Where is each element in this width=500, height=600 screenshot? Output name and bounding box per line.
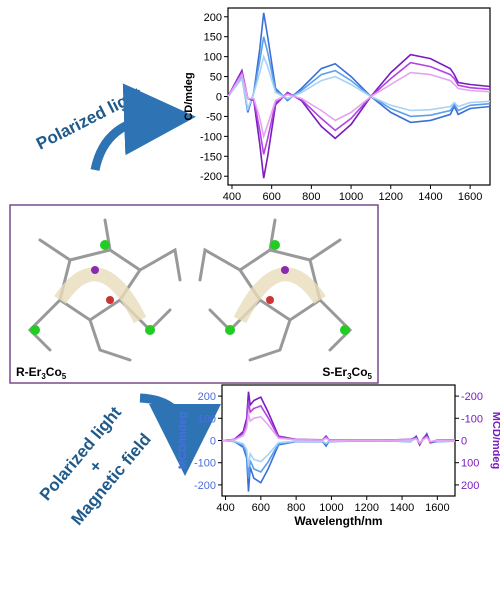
series-line	[227, 71, 491, 140]
structure-right	[198, 218, 353, 362]
y2-tick-label: -200	[461, 391, 483, 403]
x-tick-label: 1200	[379, 191, 403, 203]
x-tick-label: 400	[216, 502, 234, 514]
series-line	[227, 53, 491, 112]
molecule-label: S-Er3Co5	[322, 365, 372, 381]
y-tick-label: 0	[216, 92, 222, 104]
y-tick-label: 100	[198, 413, 216, 425]
y-tick-label: -200	[200, 171, 222, 183]
series-line	[227, 61, 491, 155]
x-tick-label: 1200	[355, 502, 379, 514]
x-tick-label: 800	[302, 191, 320, 203]
y-axis-label: CD/mdeg	[183, 72, 195, 120]
series-line	[227, 36, 491, 118]
x-tick-label: 1000	[319, 502, 343, 514]
x-axis-label: Wavelength/nm	[294, 514, 382, 528]
x-tick-label: 400	[223, 191, 241, 203]
y2-tick-label: 0	[461, 436, 467, 448]
x-tick-label: 600	[262, 191, 280, 203]
y-tick-label: -200	[194, 480, 216, 492]
y-tick-label: 50	[210, 72, 222, 84]
series-line	[221, 401, 455, 446]
series-line	[221, 413, 456, 445]
y-axis-label: MCD/mdeg	[177, 412, 189, 469]
y-tick-label: 200	[198, 391, 216, 403]
y-tick-label: -100	[200, 131, 222, 143]
arrow-label: Polarized light	[33, 84, 145, 154]
y-tick-label: 200	[204, 12, 222, 24]
y-tick-label: 0	[210, 436, 216, 448]
x-tick-label: 1600	[425, 502, 449, 514]
series-line	[227, 53, 491, 179]
x-tick-label: 1000	[339, 191, 363, 203]
y2-tick-label: 100	[461, 458, 479, 470]
x-tick-label: 1600	[458, 191, 482, 203]
y2-axis-label: MCD/mdeg	[490, 412, 500, 469]
x-tick-label: 600	[252, 502, 270, 514]
x-tick-label: 800	[287, 502, 305, 514]
x-tick-label: 1400	[418, 191, 442, 203]
molecule-label: R-Er3Co5	[16, 365, 67, 381]
arrow-label-group: Polarized light + Magnetic field	[36, 403, 155, 529]
y-tick-label: -100	[194, 458, 216, 470]
y-tick-label: 100	[204, 52, 222, 64]
structure-left	[27, 218, 182, 362]
arrow	[139, 393, 221, 476]
y-tick-label: -50	[206, 111, 222, 123]
series-line	[227, 12, 491, 124]
y-tick-label: 150	[204, 32, 222, 44]
y-tick-label: -150	[200, 151, 222, 163]
y2-tick-label: 200	[461, 480, 479, 492]
y2-tick-label: -100	[461, 413, 483, 425]
x-tick-label: 1400	[390, 502, 414, 514]
arrow	[90, 83, 196, 172]
